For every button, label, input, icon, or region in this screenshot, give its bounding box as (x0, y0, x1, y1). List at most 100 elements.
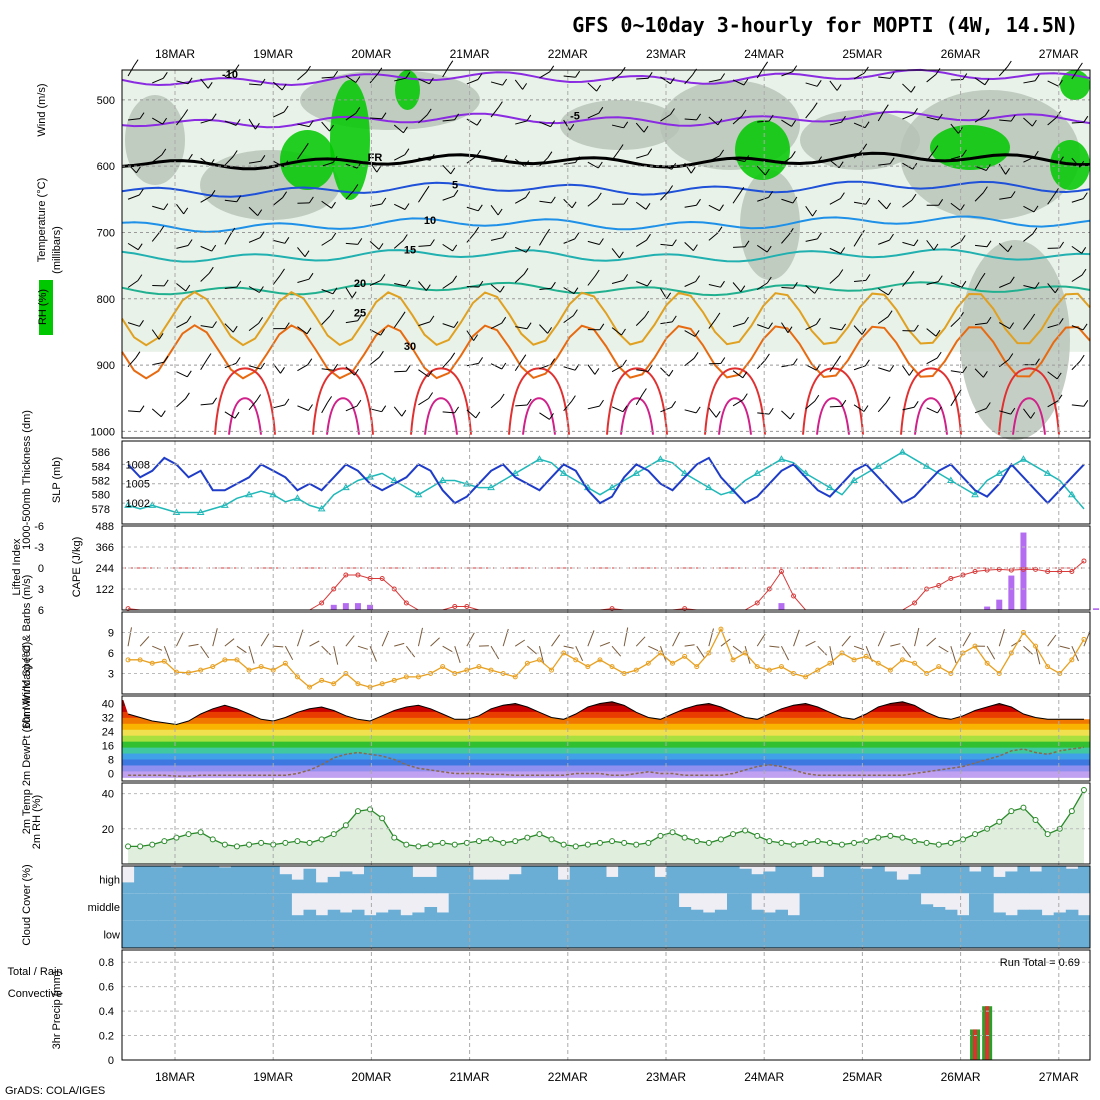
thickness-point (511, 469, 520, 476)
cloud-bar-high (376, 866, 389, 894)
wind-barb-flag (956, 389, 962, 396)
cloud-bar-middle (303, 909, 317, 921)
panel-border-precip (121, 949, 1091, 1061)
rh-point (705, 839, 712, 846)
rh-point (137, 843, 144, 850)
wind-barb-flag (258, 317, 264, 324)
cloud-bar-low (460, 920, 474, 948)
wind-barb (974, 278, 982, 290)
cloud-bar-low (557, 920, 571, 948)
date-label-top: 18MAR (155, 47, 195, 61)
wind-barb-flag (378, 243, 384, 250)
wind-speed-point (1069, 657, 1075, 663)
cloud-bar-low (1065, 920, 1079, 948)
wind-barb (732, 399, 744, 407)
cloud-bar-middle (944, 909, 958, 921)
cloud-bar-high (521, 866, 534, 894)
thickness-point (535, 455, 544, 462)
wind-barb-flag (232, 325, 238, 333)
wind-barb-flag (1010, 191, 1016, 198)
cloud-bar-high (1077, 866, 1091, 894)
wind-barb-flag (1081, 247, 1087, 254)
wind-barb (418, 114, 428, 124)
cloud-bar-middle (1053, 912, 1067, 921)
wind-barb (272, 197, 283, 206)
wind-barb-flag (696, 113, 702, 121)
temperature-axis-label: Temperature (°C) (36, 178, 48, 262)
wind-barb-10m (659, 645, 667, 663)
wind-barb-flag (768, 114, 774, 122)
cloud-bar-high (146, 866, 159, 894)
wind-speed-point (536, 657, 542, 663)
wind-barb-flag (908, 369, 914, 376)
wind-barb-flag (405, 71, 411, 79)
cloud-bar-low (436, 920, 450, 948)
cloud-bar-low (569, 920, 583, 948)
wind-barb (224, 70, 236, 78)
wind-barb-flag (836, 84, 842, 91)
cloud-bar-low (218, 920, 232, 948)
cloud-bar-high (170, 867, 183, 894)
rh-point (742, 827, 749, 834)
date-label-top: 27MAR (1039, 47, 1079, 61)
rh-point (1008, 808, 1015, 815)
wind-barb-10m (188, 643, 199, 647)
thickness-point (487, 483, 495, 491)
wind-barb-flag (184, 392, 190, 400)
wind-barb-flag (497, 101, 503, 108)
wind-barb-flag (623, 197, 629, 205)
wind-barb-flag (425, 284, 431, 291)
cloud-bar-low (424, 920, 438, 948)
wind-barb (829, 198, 841, 205)
wind-speed-point (766, 667, 772, 673)
cloud-bar-middle (751, 909, 764, 921)
run-total-label: Run Total = 0.69 (1000, 957, 1080, 969)
wind-barb-flag (962, 366, 968, 373)
wind-barb (636, 77, 649, 80)
cloud-bar-middle (170, 893, 183, 921)
wind-barb-10m (527, 645, 537, 655)
temp-color-band (122, 729, 1090, 737)
wind-barb (829, 80, 838, 91)
wind-barb-10m (514, 639, 526, 647)
wind-barb (684, 357, 695, 367)
rh-point (657, 832, 664, 839)
wind-barb-10m (1011, 639, 1022, 647)
wind-barb (224, 411, 236, 419)
rh-point (318, 836, 325, 843)
wind-barb (781, 233, 790, 244)
cloud-bar-low (678, 920, 692, 948)
cloud-bar-middle (243, 893, 256, 921)
wind-speed-point (198, 667, 204, 673)
wind-barb (805, 82, 818, 87)
wind-barb-flag (1007, 245, 1013, 252)
cloud-bar-high (642, 866, 655, 894)
wind-speed-point (125, 657, 131, 663)
wind-barb-flag (1079, 354, 1085, 362)
wind-barb-flag (185, 284, 191, 292)
thickness-point (293, 494, 302, 501)
li-tick: -3 (34, 542, 44, 554)
wind-barb-flag (522, 83, 528, 90)
wind-barb-flag (911, 193, 917, 201)
date-label-bottom: 24MAR (744, 1070, 784, 1084)
rh-point (463, 839, 470, 846)
wind-barb-flag (356, 399, 362, 407)
cloud-bar-low (581, 920, 595, 948)
rh-axis-label: 2m RH (%) (31, 795, 43, 849)
wind-barb-flag (187, 239, 193, 246)
wind-barb-flag (163, 355, 169, 363)
wind-barb-flag (549, 413, 554, 420)
wind-barb-flag (885, 396, 891, 404)
cloud-bar-low (146, 920, 159, 948)
precip-conv-label: Convective (8, 988, 62, 1000)
thickness-point (220, 501, 229, 508)
wind-barb-flag (622, 359, 627, 367)
wind-barb (877, 316, 889, 325)
wind-barb-flag (646, 233, 651, 241)
rh-point (161, 838, 168, 845)
cloud-tick: high (99, 875, 120, 887)
wind-barb (805, 205, 813, 217)
wind-barb (442, 358, 452, 369)
